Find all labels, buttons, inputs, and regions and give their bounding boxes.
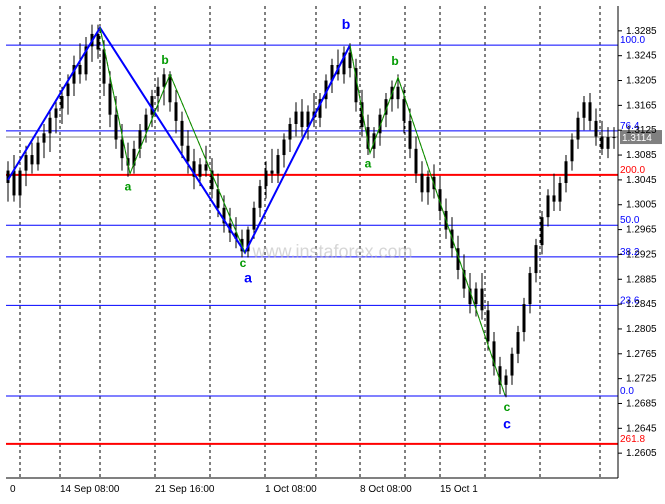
svg-text:0.0: 0.0 (620, 386, 634, 397)
svg-text:1.2645: 1.2645 (626, 423, 657, 434)
svg-text:1.3205: 1.3205 (626, 76, 657, 87)
svg-text:a: a (125, 179, 132, 193)
svg-text:a: a (244, 269, 252, 285)
svg-text:1.3165: 1.3165 (626, 100, 657, 111)
svg-text:a: a (365, 156, 372, 170)
svg-text:c: c (504, 400, 511, 414)
svg-text:1.2845: 1.2845 (626, 299, 657, 310)
svg-text:1.2885: 1.2885 (626, 274, 657, 285)
svg-text:1.2725: 1.2725 (626, 374, 657, 385)
svg-text:8 Oct 08:00: 8 Oct 08:00 (360, 484, 412, 495)
svg-text:261.8: 261.8 (620, 434, 645, 445)
svg-text:1.2925: 1.2925 (626, 249, 657, 260)
svg-text:b: b (342, 16, 351, 32)
svg-text:c: c (503, 415, 511, 431)
svg-text:0: 0 (10, 484, 16, 495)
svg-text:1.3045: 1.3045 (626, 175, 657, 186)
svg-text:1.3005: 1.3005 (626, 200, 657, 211)
svg-text:1.2965: 1.2965 (626, 225, 657, 236)
svg-text:1.2765: 1.2765 (626, 349, 657, 360)
svg-text:b: b (391, 54, 398, 68)
svg-text:1.3085: 1.3085 (626, 150, 657, 161)
svg-text:1.2685: 1.2685 (626, 398, 657, 409)
svg-text:1 Oct 08:00: 1 Oct 08:00 (265, 484, 317, 495)
price-chart: 100.076.4200.050.038.223.60.0261.81.3114… (0, 0, 665, 504)
svg-text:1.2805: 1.2805 (626, 324, 657, 335)
svg-text:c: c (240, 256, 247, 270)
svg-text:14 Sep 08:00: 14 Sep 08:00 (60, 484, 120, 495)
svg-text:1.3125: 1.3125 (626, 125, 657, 136)
svg-text:1.3285: 1.3285 (626, 26, 657, 37)
svg-text:15 Oct 1: 15 Oct 1 (440, 484, 478, 495)
svg-text:1.3245: 1.3245 (626, 51, 657, 62)
svg-text:21 Sep 16:00: 21 Sep 16:00 (155, 484, 215, 495)
svg-text:b: b (161, 53, 168, 67)
svg-text:1.2605: 1.2605 (626, 448, 657, 459)
